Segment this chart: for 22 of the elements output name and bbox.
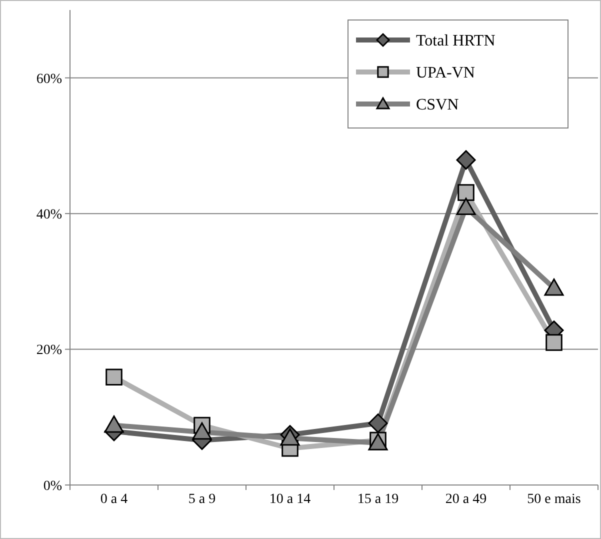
point [192, 422, 212, 440]
point [104, 416, 124, 433]
point [546, 334, 562, 351]
point [368, 414, 388, 433]
y-tick-label: 40% [36, 207, 62, 222]
legend-label: Total HRTN [416, 32, 496, 50]
y-tick-label: 20% [36, 343, 62, 358]
point [456, 198, 476, 215]
y-tick-label: 60% [36, 72, 62, 87]
x-tick-label: 15 a 19 [357, 492, 399, 507]
x-tick-label: 5 a 9 [188, 492, 216, 507]
x-tick-label: 0 a 4 [100, 492, 128, 507]
point [456, 150, 476, 170]
x-tick-label: 20 a 49 [445, 492, 487, 507]
x-tick-label: 10 a 14 [269, 492, 311, 507]
point [544, 278, 564, 296]
y-tick-label: 0% [43, 478, 62, 494]
point [458, 184, 474, 201]
point [106, 368, 122, 386]
legend-label: UPA-VN [416, 64, 476, 82]
x-tick-label: 50 e mais [527, 492, 581, 507]
legend-label: CSVN [416, 96, 460, 114]
